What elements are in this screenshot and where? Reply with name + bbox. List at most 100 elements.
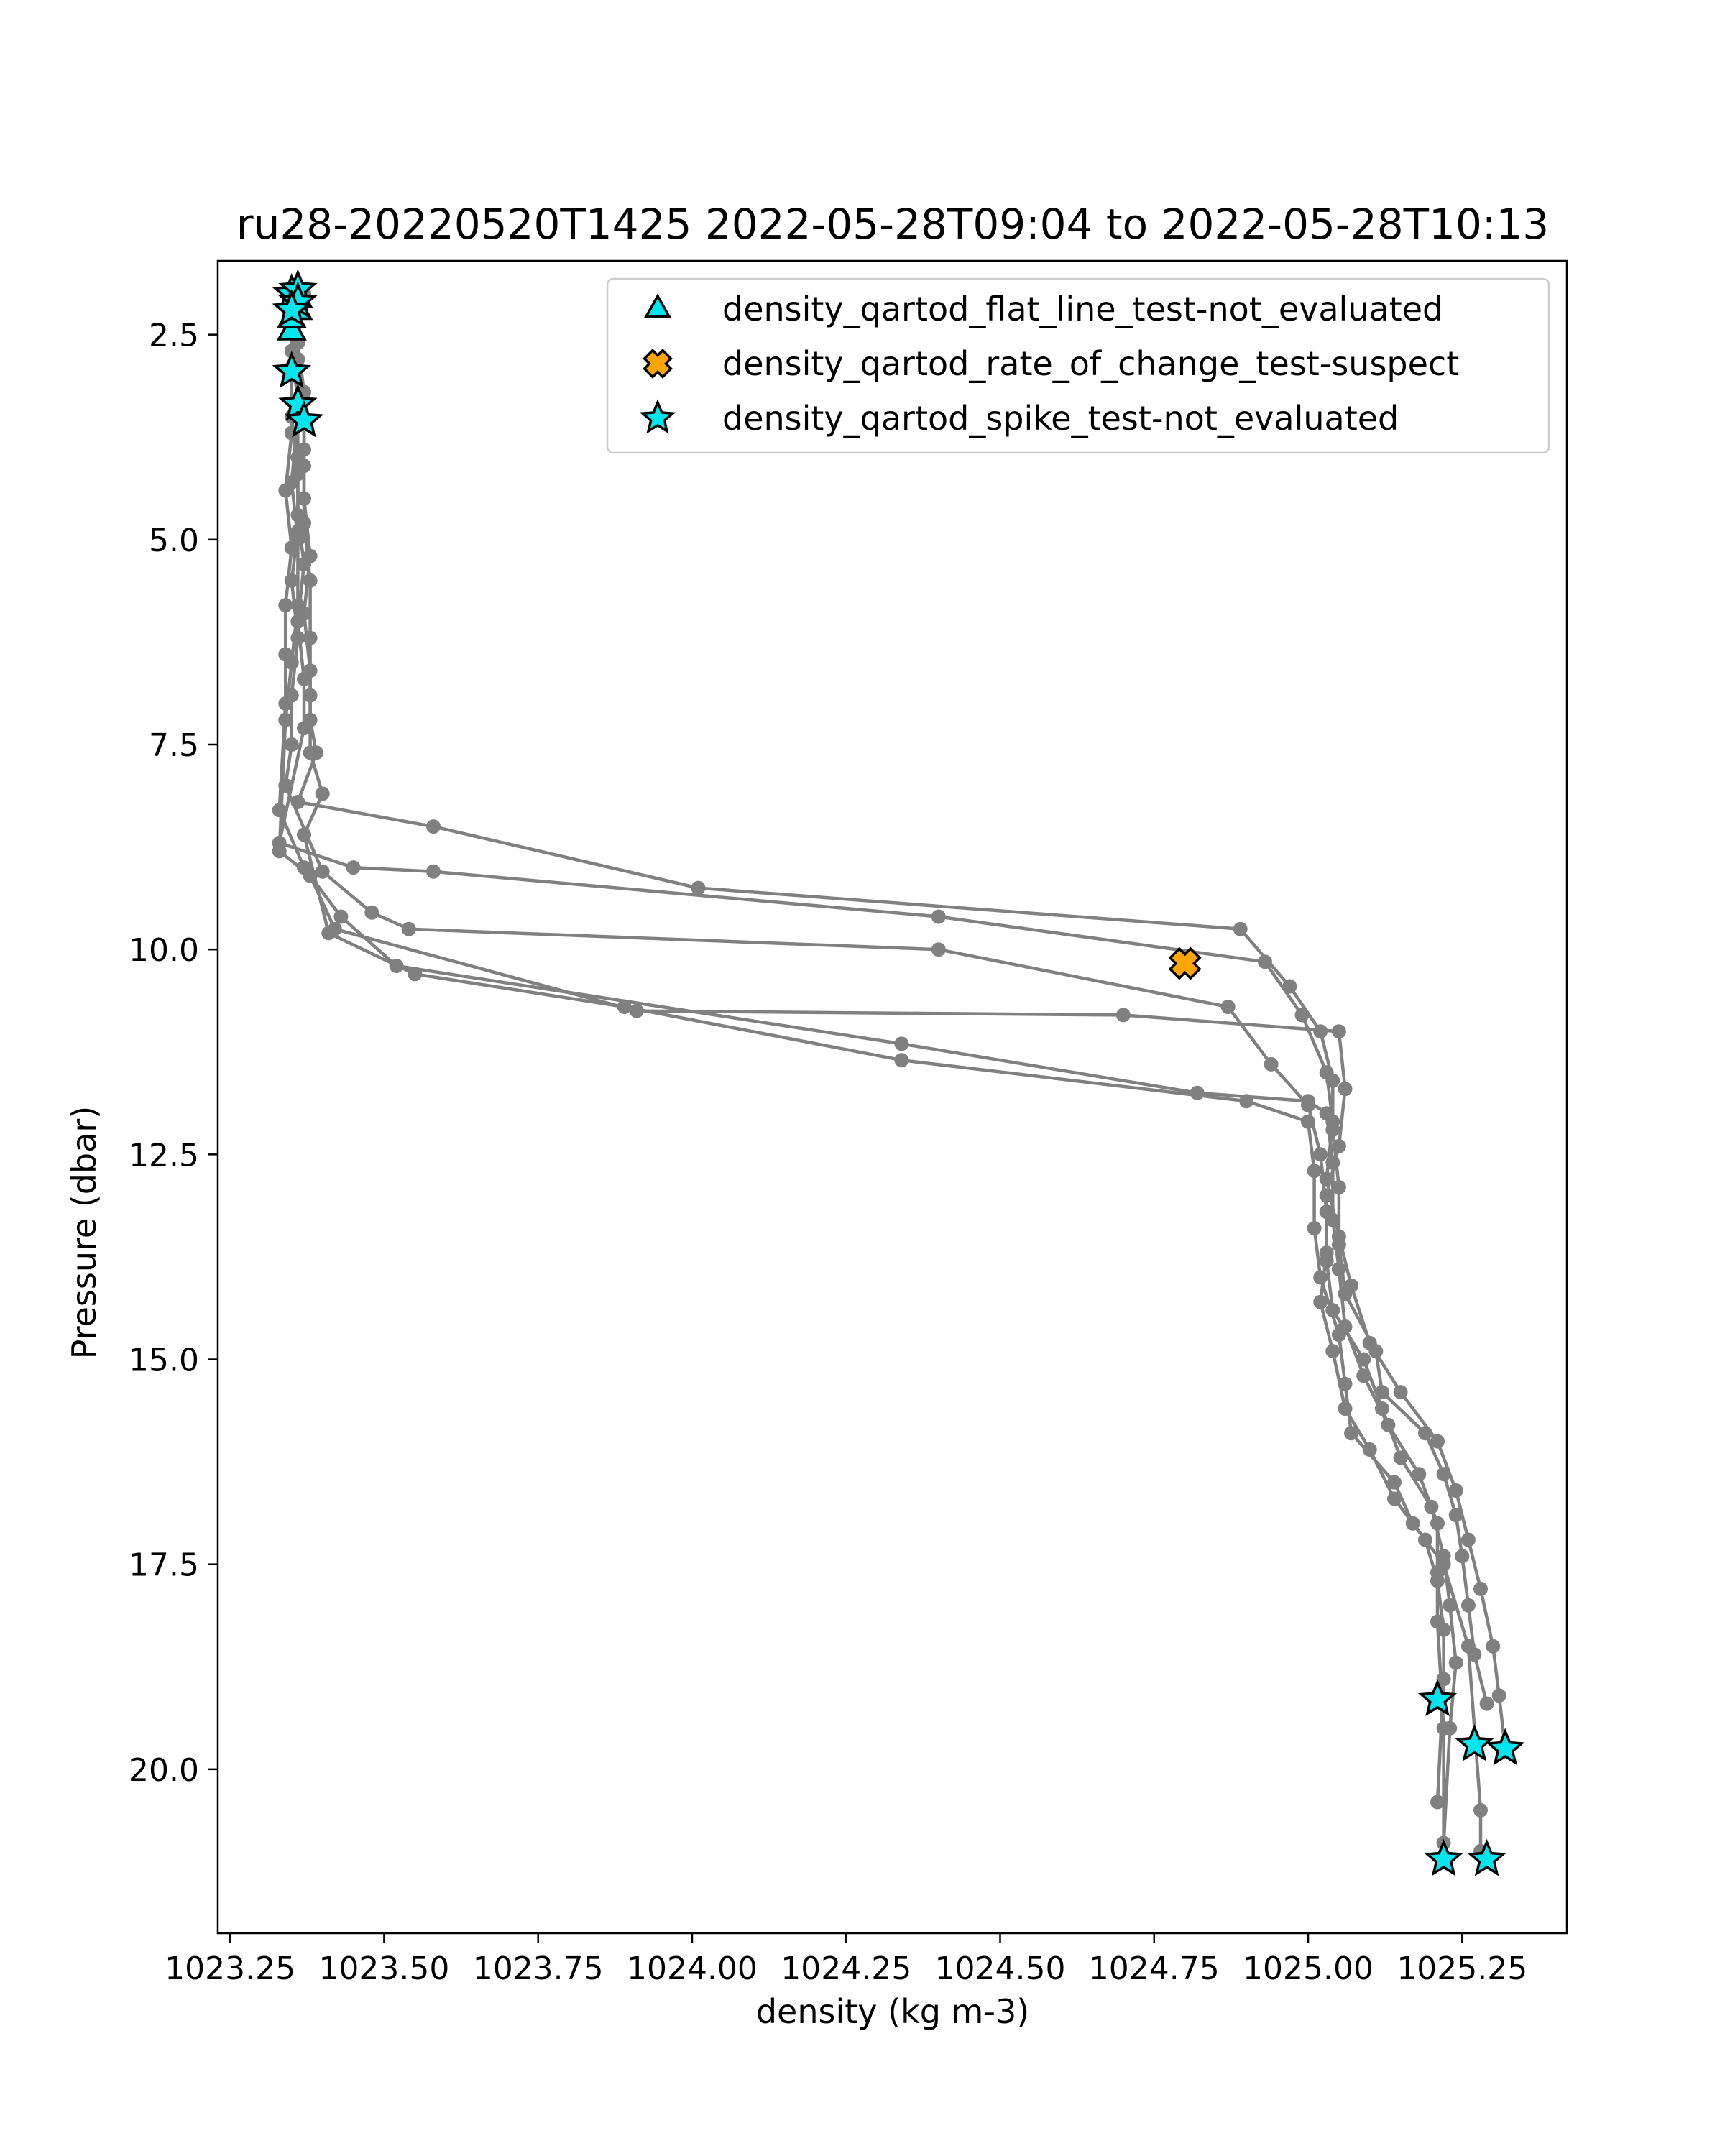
profile-point <box>1264 1056 1279 1072</box>
profile-point <box>303 688 318 703</box>
profile-point <box>1393 1385 1408 1400</box>
profile-point <box>1430 1516 1445 1531</box>
profile-point <box>1436 1720 1451 1736</box>
legend: density_qartod_flat_line_test-not_evalua… <box>606 277 1550 454</box>
profile-point <box>1331 1180 1346 1194</box>
legend-entry-label: density_qartod_rate_of_change_test-suspe… <box>722 344 1459 383</box>
spike-marker <box>272 289 312 327</box>
profile-point <box>408 967 423 982</box>
profile-point <box>1430 1795 1445 1810</box>
profile-line-6 <box>296 293 1483 1851</box>
x-tick-label: 1024.75 <box>1089 1950 1220 1987</box>
profile-point <box>894 1036 909 1051</box>
legend-box <box>606 277 1550 454</box>
profile-point <box>1479 1696 1494 1711</box>
profile-point <box>297 516 311 530</box>
profile-point <box>272 803 287 818</box>
profile-point <box>617 1000 632 1014</box>
y-tick-label: 15.0 <box>129 1342 199 1379</box>
profile-point <box>321 926 336 941</box>
profile-point <box>1430 1614 1445 1629</box>
profile-point <box>1460 1639 1476 1654</box>
y-tick-label: 2.5 <box>149 318 199 354</box>
x-tick-label: 1024.00 <box>627 1950 758 1987</box>
x-tick-label: 1023.25 <box>165 1950 295 1987</box>
profile-point <box>1331 1138 1346 1153</box>
profile-point <box>284 737 299 752</box>
profile-point <box>272 844 287 859</box>
profile-point <box>1412 1467 1427 1482</box>
qc-markers-layer <box>272 269 1525 1876</box>
profile-point <box>297 671 311 686</box>
profile-point <box>1486 1639 1501 1654</box>
profile-point <box>303 573 318 588</box>
profile-point <box>297 860 311 875</box>
profile-point <box>1313 1294 1328 1309</box>
profile-point <box>1307 1164 1322 1179</box>
profile-point <box>1301 1114 1315 1129</box>
profile-point <box>1325 1155 1340 1170</box>
plot-frame <box>216 259 1568 1935</box>
profile-point <box>1362 1335 1377 1350</box>
profiles-layer <box>272 282 1513 1867</box>
profile-point <box>1313 1147 1328 1162</box>
profile-point <box>1307 1221 1322 1235</box>
spike-marker <box>1417 1679 1458 1716</box>
y-axis-label: Pressure (dbar) <box>65 1106 104 1359</box>
legend-entry-label: density_qartod_spike_test-not_evaluated <box>722 399 1399 438</box>
profile-point <box>364 905 380 920</box>
legend-entry-label: density_qartod_flat_line_test-not_evalua… <box>722 290 1443 328</box>
profile-point <box>303 630 318 645</box>
profile-point <box>1331 1262 1346 1276</box>
profile-point <box>1319 1188 1334 1203</box>
profile-point <box>1393 1450 1408 1465</box>
profile-line-3 <box>283 310 1458 1843</box>
profile-point <box>1473 1581 1488 1596</box>
profile-point <box>315 864 330 879</box>
x-tick-label: 1023.50 <box>318 1950 449 1987</box>
profile-point <box>1356 1368 1371 1383</box>
plot-area <box>216 259 1568 1935</box>
legend-star-marker <box>639 399 676 434</box>
spike-marker <box>1455 1724 1494 1761</box>
legend-x-marker <box>643 349 673 379</box>
profile-point <box>1473 1802 1488 1818</box>
profile-point <box>346 860 361 875</box>
profile-point <box>931 942 946 957</box>
profile-point <box>691 880 706 895</box>
profile-point <box>1338 1082 1353 1097</box>
profile-point <box>1405 1516 1420 1531</box>
y-tick-label: 17.5 <box>129 1547 199 1584</box>
profile-point <box>426 819 441 834</box>
spike-marker <box>1424 1838 1463 1876</box>
profile-point <box>1430 1434 1445 1449</box>
spike-marker <box>1467 1838 1506 1876</box>
x-tick-label: 1024.25 <box>781 1950 911 1987</box>
y-tick-label: 12.5 <box>129 1137 199 1174</box>
profile-point <box>1220 1000 1236 1014</box>
profile-point <box>1319 1065 1334 1080</box>
profile-point <box>278 647 293 662</box>
profile-point <box>1325 1212 1340 1227</box>
profile-point <box>1448 1508 1463 1523</box>
profile-point <box>1331 1024 1346 1039</box>
spike-marker <box>1486 1728 1525 1766</box>
profile-point <box>1239 1094 1254 1109</box>
profile-point <box>290 598 305 613</box>
spike-marker <box>284 400 324 438</box>
profile-point <box>1319 1245 1334 1261</box>
y-tick-label: 10.0 <box>129 932 199 969</box>
profile-line-5 <box>277 318 1445 1860</box>
profile-point <box>1331 1327 1346 1342</box>
profile-point <box>1362 1442 1377 1457</box>
profile-point <box>1233 921 1248 936</box>
profile-point <box>1387 1475 1402 1490</box>
profile-point <box>278 483 293 498</box>
profile-point <box>1448 1655 1463 1670</box>
x-tick-label: 1024.50 <box>935 1950 1066 1987</box>
x-tick-label: 1023.75 <box>473 1950 604 1987</box>
rate-of-change-marker <box>1168 946 1202 980</box>
chart-title: ru28-20220520T1425 2022-05-28T09:04 to 2… <box>236 200 1549 249</box>
profile-point <box>1319 1106 1334 1121</box>
